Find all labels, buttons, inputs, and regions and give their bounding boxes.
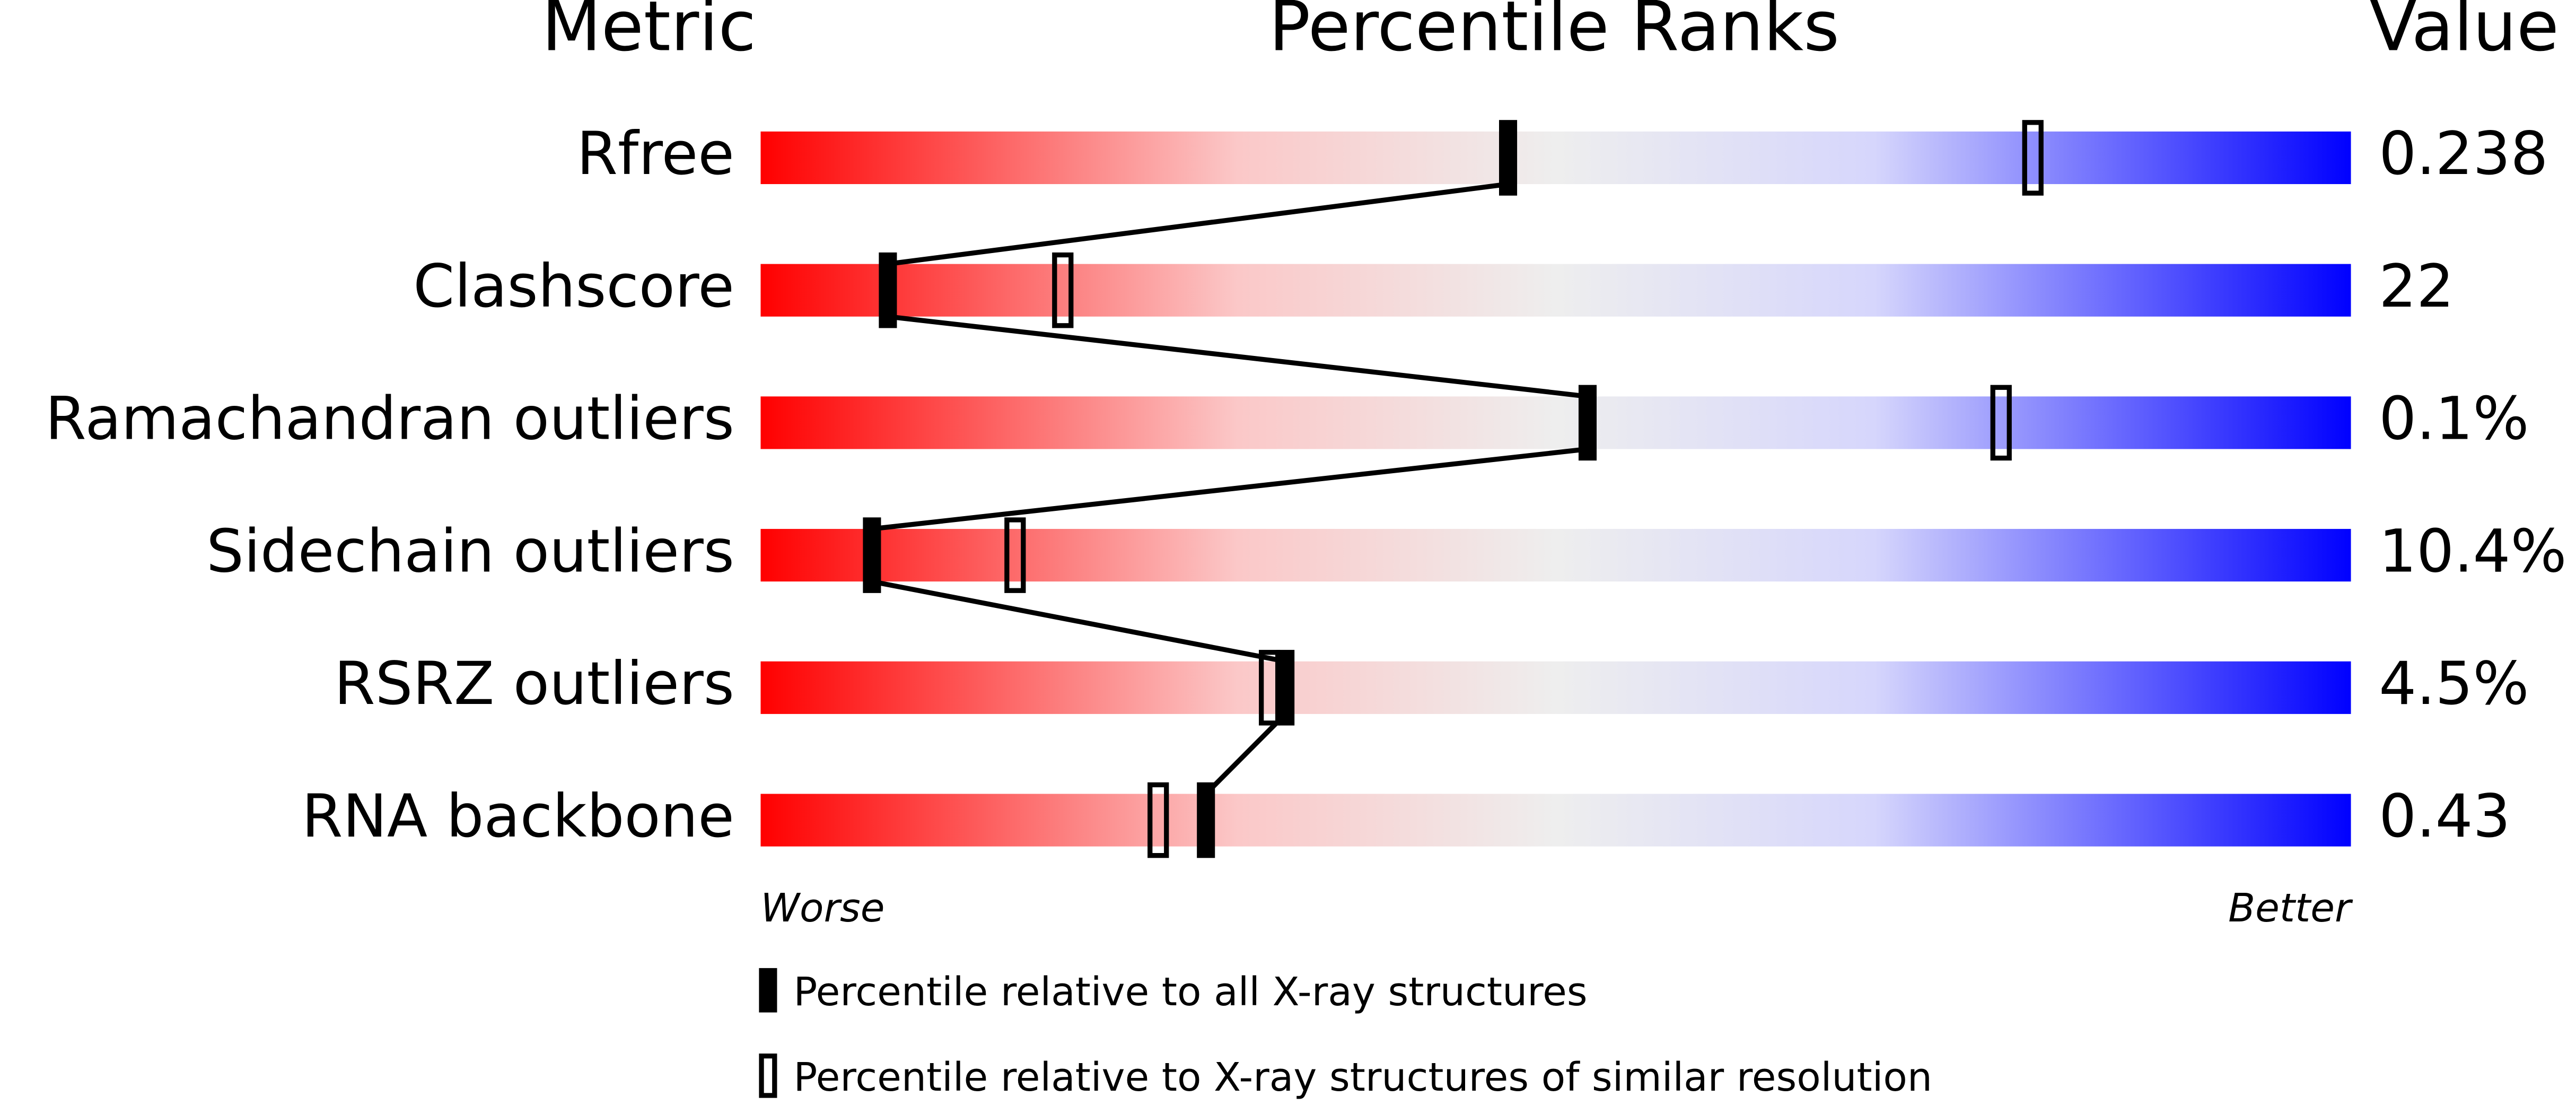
value-header: Value bbox=[2370, 0, 2559, 67]
legend-swatch-open bbox=[759, 1053, 777, 1098]
metric-value: 10.4% bbox=[2379, 517, 2566, 586]
similar-resolution-marker bbox=[1004, 517, 1026, 593]
legend-label: Percentile relative to X-ray structures … bbox=[793, 1054, 1932, 1100]
metric-label: Sidechain outliers bbox=[206, 517, 734, 586]
connector-line bbox=[871, 579, 1286, 664]
chart-title: Percentile Ranks bbox=[1269, 0, 1839, 67]
metric-label: RNA backbone bbox=[302, 782, 734, 851]
x-right-label: Better bbox=[2228, 885, 2353, 931]
connector-line bbox=[871, 446, 1588, 532]
metric-value: 22 bbox=[2379, 252, 2454, 321]
all-structures-marker bbox=[1276, 650, 1295, 726]
connector-line bbox=[887, 181, 1509, 267]
similar-resolution-marker bbox=[1147, 782, 1169, 858]
connector-line bbox=[887, 314, 1588, 399]
metric-value: 0.238 bbox=[2379, 119, 2548, 188]
all-structures-marker bbox=[863, 517, 881, 593]
all-structures-marker bbox=[1499, 120, 1518, 196]
percentile-bar bbox=[760, 131, 2351, 185]
all-structures-marker bbox=[879, 252, 897, 328]
metric-value: 0.1% bbox=[2379, 385, 2529, 454]
percentile-bar bbox=[760, 396, 2351, 449]
legend-label: Percentile relative to all X-ray structu… bbox=[793, 969, 1587, 1015]
metric-header: Metric bbox=[542, 0, 757, 67]
metric-value: 4.5% bbox=[2379, 649, 2529, 718]
metric-value: 0.43 bbox=[2379, 782, 2510, 851]
percentile-bar bbox=[760, 529, 2351, 582]
similar-resolution-marker bbox=[1052, 252, 1074, 328]
similar-resolution-marker bbox=[2022, 120, 2044, 196]
metric-label: Clashscore bbox=[413, 252, 734, 321]
legend-swatch-filled bbox=[759, 968, 777, 1013]
x-left-label: Worse bbox=[760, 885, 884, 931]
all-structures-marker bbox=[1197, 782, 1215, 858]
all-structures-marker bbox=[1578, 385, 1597, 461]
percentile-bar bbox=[760, 794, 2351, 847]
metric-label: RSRZ outliers bbox=[334, 649, 734, 718]
connector-line bbox=[1204, 712, 1287, 796]
metric-label: Rfree bbox=[577, 119, 734, 188]
similar-resolution-marker bbox=[1990, 385, 2012, 461]
percentile-bar bbox=[760, 661, 2351, 714]
percentile-bar bbox=[760, 264, 2351, 317]
metric-label: Ramachandran outliers bbox=[45, 385, 734, 454]
